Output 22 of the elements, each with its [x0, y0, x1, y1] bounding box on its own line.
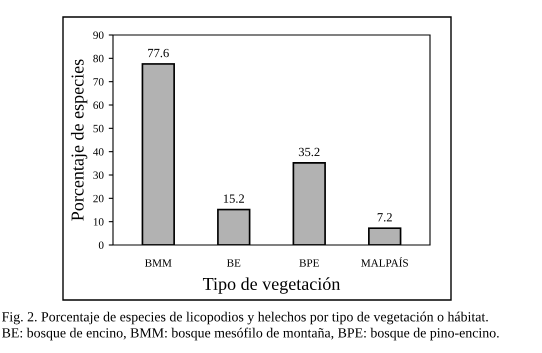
- x-tick-label: BMM: [145, 259, 172, 267]
- y-tick-label: 30: [93, 171, 104, 179]
- y-tick-label: 40: [93, 148, 104, 156]
- y-tick-label: 50: [94, 124, 104, 132]
- data-label: 15.2: [224, 194, 244, 203]
- x-tick-label: BE: [226, 259, 240, 267]
- y-tick-label: 0: [98, 241, 104, 249]
- y-tick-label: 70: [94, 78, 104, 86]
- x-tick-label: MALPAÍS: [361, 257, 408, 267]
- y-tick-label: 90: [93, 31, 104, 39]
- y-tick-label: 10: [94, 218, 104, 226]
- y-axis-title: Porcentaje de especies: [70, 59, 88, 221]
- y-tick-label: 80: [93, 54, 104, 62]
- x-axis-title: Tipo de vegetación: [202, 277, 340, 294]
- y-tick-label: 20: [93, 194, 104, 202]
- data-label: 35.2: [298, 148, 320, 156]
- caption: Fig. 2. Porcentaje de especies de licopodios y helechos por tipo de vegetación o hábitat.: [2, 312, 488, 324]
- text: BE: bosque de encino, BMM: bosque mesófilo de montaña, BPE: bosque de pino-encino.: [2, 328, 499, 340]
- data-label: 7.2: [378, 213, 392, 222]
- y-tick-label: 60: [93, 101, 104, 109]
- data-label: 77.6: [148, 48, 169, 58]
- x-tick-label: BPE: [299, 259, 319, 267]
